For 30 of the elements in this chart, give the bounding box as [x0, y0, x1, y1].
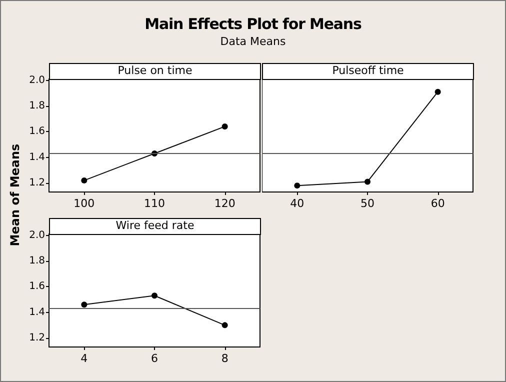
y-tick-label: 1.4: [29, 306, 45, 318]
point: [81, 177, 88, 184]
y-tick-label: 1.2: [29, 178, 45, 189]
point: [152, 292, 158, 299]
x-tick-label: 40: [290, 197, 304, 210]
x-tick-label: 60: [430, 197, 445, 210]
y-tick-label: 1.2: [29, 332, 45, 344]
point: [222, 322, 228, 328]
y-axis-title: Mean of Means: [8, 142, 22, 248]
y-tick-label: 1.6: [29, 281, 45, 292]
point: [81, 302, 88, 308]
x-tick-label: 50: [360, 197, 374, 210]
chart-title: Wire feed rate: [49, 218, 261, 235]
y-tick-label: 1.6: [29, 126, 45, 138]
x-tick-label: 100: [74, 197, 95, 210]
x-tick-label: 4: [80, 352, 88, 365]
y-tick-label: 2.0: [29, 74, 45, 86]
chart-title: Pulse on time: [49, 63, 261, 80]
point: [222, 124, 228, 130]
x-tick-label: 120: [214, 197, 236, 210]
text: Main Effects Plot for Means: [144, 15, 362, 33]
y-tick-label: 1.4: [29, 152, 45, 163]
x-tick-label: 8: [221, 352, 228, 365]
y-tick-label: 2.0: [29, 230, 45, 241]
x-tick-label: 110: [144, 197, 165, 210]
text: Data Means: [219, 35, 287, 48]
y-tick-label: 1.8: [29, 100, 45, 112]
x-tick-label: 6: [151, 352, 158, 365]
chart-title: Pulseoff time: [262, 63, 474, 80]
y-tick-label: 1.8: [29, 255, 45, 266]
